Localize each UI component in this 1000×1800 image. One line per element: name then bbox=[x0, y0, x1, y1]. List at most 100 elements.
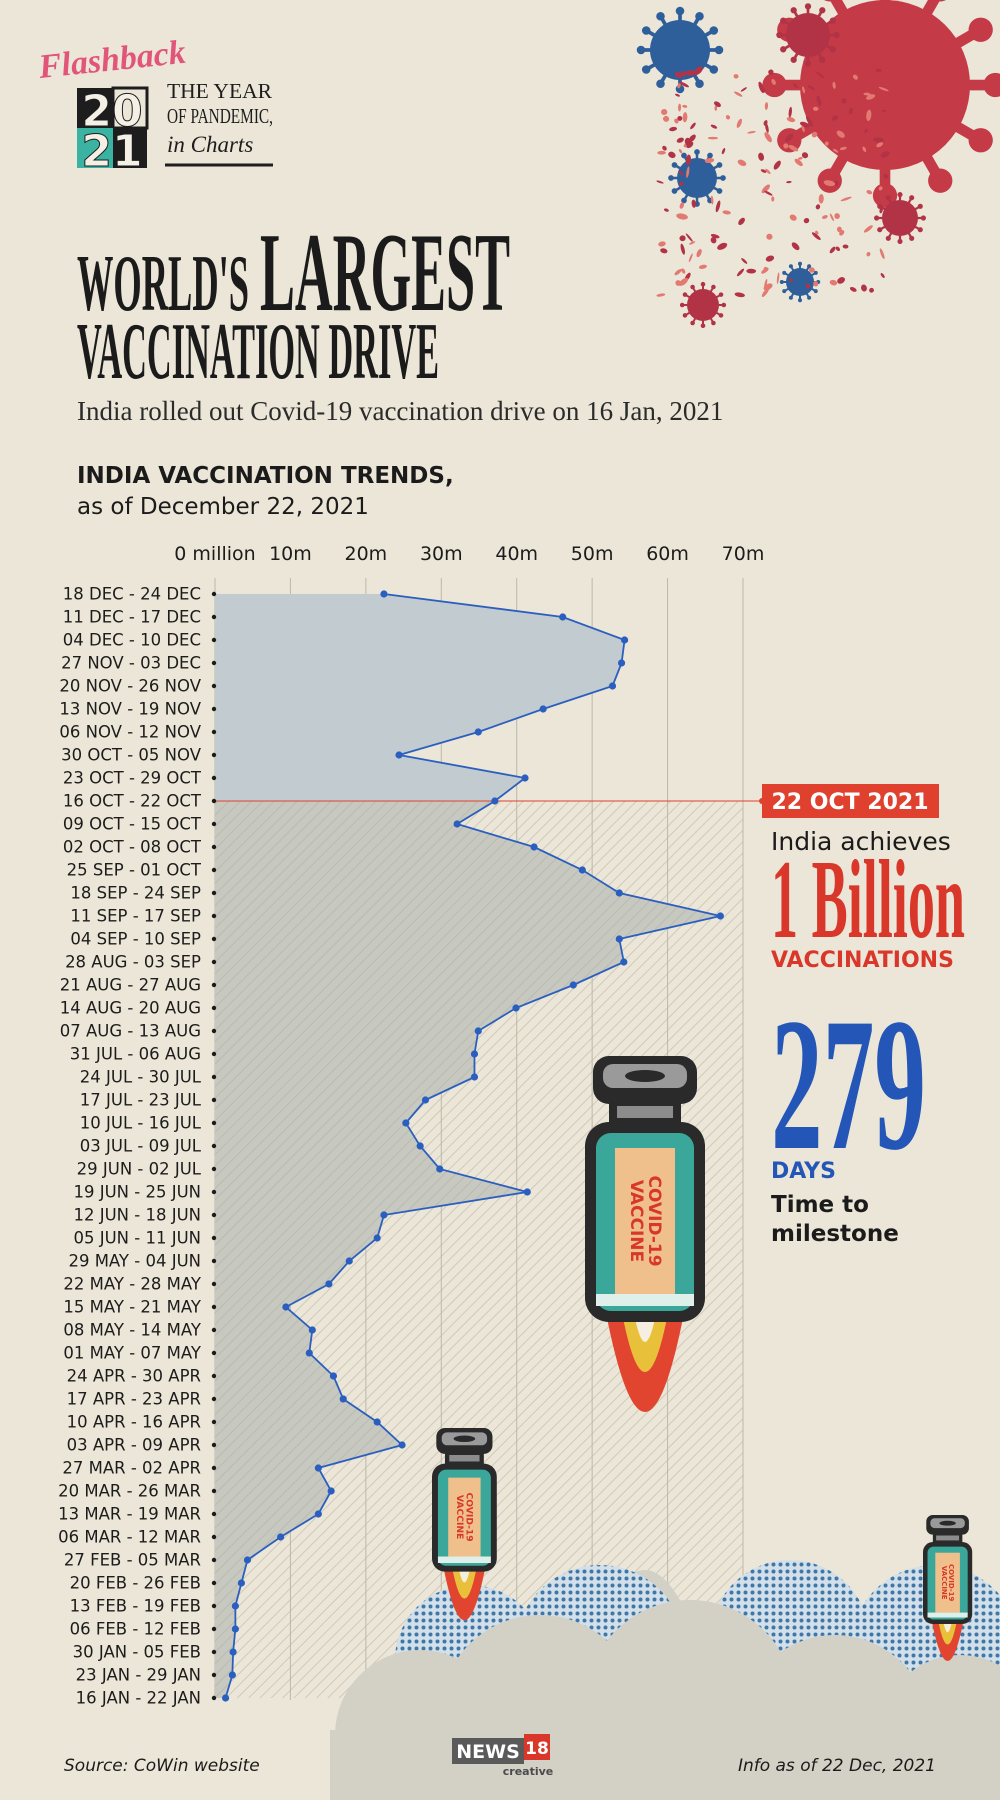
virus-fleck bbox=[823, 180, 836, 187]
virus-body bbox=[786, 13, 830, 57]
virus-spike-tip bbox=[885, 235, 891, 241]
point bbox=[615, 935, 623, 943]
virus-fleck bbox=[789, 278, 794, 282]
virus-fleck bbox=[786, 180, 792, 184]
y-tick-label: 23 JAN - 29 JAN bbox=[76, 1666, 201, 1685]
virus-fleck bbox=[837, 277, 845, 284]
virus-spike-tip bbox=[829, 17, 836, 24]
flame-inner bbox=[938, 1622, 957, 1645]
bottle-base bbox=[596, 1294, 694, 1306]
y-tick-label: 13 MAR - 19 MAR bbox=[58, 1505, 201, 1524]
point bbox=[380, 1211, 388, 1219]
virus-spike-tip bbox=[807, 295, 812, 300]
virus-spike-tip bbox=[671, 188, 678, 194]
virus-fleck bbox=[663, 208, 669, 212]
virus bbox=[636, 6, 724, 94]
point bbox=[620, 636, 629, 644]
y-tick-label: 10 APR - 16 APR bbox=[67, 1413, 201, 1432]
virus-fleck bbox=[761, 184, 770, 194]
y-tick-label: 27 NOV - 03 DEC bbox=[61, 654, 201, 673]
title: VACCINATION DRIVE bbox=[77, 308, 439, 396]
y-tick-dot bbox=[211, 1212, 217, 1218]
y-tick-label: 27 FEB - 05 MAR bbox=[64, 1551, 201, 1570]
virus-fleck bbox=[836, 130, 845, 138]
virus-spike-tip bbox=[885, 195, 891, 201]
virus-fleck bbox=[883, 173, 889, 179]
y-tick-label: 01 MAY - 07 MAY bbox=[63, 1344, 201, 1363]
virus-fleck bbox=[765, 255, 775, 262]
virus-fleck bbox=[746, 268, 757, 274]
point bbox=[237, 1579, 245, 1587]
bottle-cap-hole bbox=[939, 1520, 956, 1526]
y-tick-dot bbox=[211, 1051, 217, 1057]
source: Source: CoWin website bbox=[64, 1756, 260, 1776]
logo-series-line: THE YEAR bbox=[167, 79, 272, 103]
virus-fleck bbox=[789, 214, 797, 221]
virus-spike-tip bbox=[780, 17, 787, 24]
area bbox=[215, 594, 625, 801]
y-tick-dot bbox=[211, 1166, 217, 1172]
virus-fleck bbox=[758, 152, 765, 161]
y-tick-label: 30 OCT - 05 NOV bbox=[61, 746, 202, 765]
point bbox=[539, 705, 547, 713]
virus-fleck bbox=[852, 74, 858, 80]
virus-spike-tip bbox=[695, 79, 704, 89]
virus-fleck bbox=[679, 235, 686, 242]
virus-fleck bbox=[677, 83, 681, 89]
virus-fleck bbox=[764, 132, 772, 143]
virus-spike-tip bbox=[682, 292, 688, 297]
virus-fleck bbox=[668, 151, 676, 159]
virus-spike-tip bbox=[917, 227, 923, 233]
y-tick-label: 05 JUN - 11 JUN bbox=[74, 1229, 202, 1248]
bottle-neck-band bbox=[617, 1106, 673, 1118]
virus-fleck bbox=[686, 166, 690, 178]
chart-subtitle: as of December 22, 2021 bbox=[77, 494, 369, 520]
y-tick-dot bbox=[211, 1626, 217, 1632]
virus-fleck bbox=[685, 70, 696, 76]
y-tick-label: 06 NOV - 12 NOV bbox=[59, 723, 201, 742]
y-tick-label: 17 APR - 23 APR bbox=[67, 1390, 201, 1409]
point bbox=[421, 1096, 430, 1104]
y-tick-dot bbox=[211, 706, 217, 712]
virus-fleck bbox=[676, 137, 684, 143]
virus-fleck bbox=[849, 107, 853, 115]
virus-spike-tip bbox=[788, 264, 793, 269]
virus-spike-tip bbox=[788, 295, 793, 300]
area bbox=[215, 801, 721, 1698]
virus-spike-tip bbox=[690, 320, 695, 326]
point bbox=[345, 1257, 353, 1265]
y-tick-dot bbox=[211, 1143, 217, 1149]
milestone-caption: milestone bbox=[771, 1221, 899, 1247]
virus-fleck bbox=[681, 268, 686, 274]
y-tick-dot bbox=[211, 1488, 217, 1494]
virus-fleck bbox=[758, 81, 765, 93]
virus-spike-tip bbox=[917, 203, 923, 209]
virus-fleck bbox=[832, 148, 839, 153]
virus-spike-tip bbox=[790, 7, 797, 14]
virus-body bbox=[650, 20, 710, 80]
virus-fleck bbox=[747, 131, 756, 134]
virus-spike-tip bbox=[711, 320, 716, 326]
virus-fleck bbox=[658, 241, 666, 247]
chart-title: INDIA VACCINATION TRENDS, bbox=[77, 463, 454, 489]
virus-spike-tip bbox=[720, 175, 726, 181]
point bbox=[373, 1234, 381, 1242]
virus-fleck bbox=[656, 293, 666, 297]
y-tick-dot bbox=[211, 936, 217, 942]
y-tick-dot bbox=[211, 660, 217, 666]
virus-fleck bbox=[676, 213, 688, 220]
y-tick-label: 10 JUL - 16 JUL bbox=[80, 1114, 202, 1133]
virus-fleck bbox=[740, 87, 747, 92]
virus-fleck bbox=[763, 266, 769, 272]
point bbox=[339, 1395, 347, 1403]
virus-fleck bbox=[733, 74, 739, 79]
virus-fleck bbox=[878, 186, 883, 191]
y-tick-dot bbox=[211, 1327, 217, 1333]
virus-fleck bbox=[682, 104, 688, 108]
y-tick-dot bbox=[211, 1511, 217, 1517]
virus-fleck bbox=[661, 109, 668, 116]
virus-spike-tip bbox=[709, 26, 719, 35]
y-tick-label: 29 JUN - 02 JUL bbox=[77, 1160, 202, 1179]
virus-fleck bbox=[663, 115, 670, 122]
virus-fleck bbox=[805, 283, 811, 289]
